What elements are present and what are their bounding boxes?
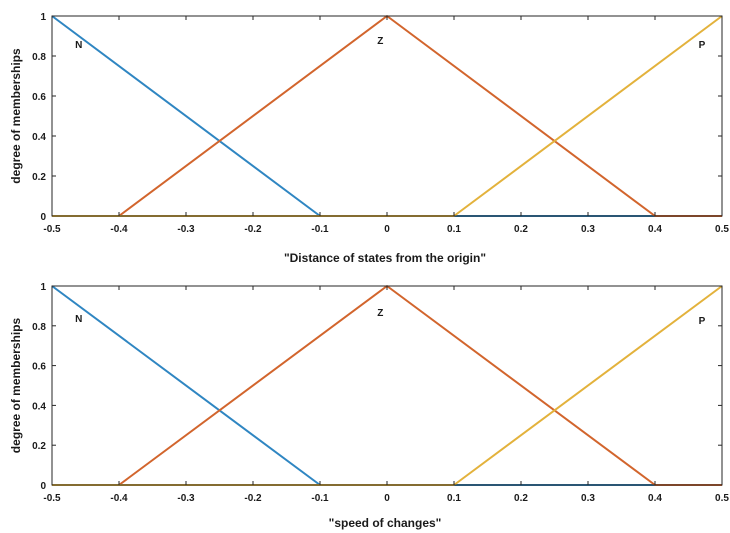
x-tick-label: 0.3 <box>581 224 595 235</box>
plot-frame <box>51 15 723 217</box>
x-tick-label: 0.5 <box>715 493 729 504</box>
mf-label-p: P <box>699 316 706 327</box>
x-tick-label: 0.4 <box>648 224 662 235</box>
y-tick-label: 0.8 <box>32 52 46 63</box>
y-tick-label: 1 <box>40 12 46 23</box>
y-tick-label: 0.6 <box>32 92 46 103</box>
y-tick-label: 0.2 <box>32 172 46 183</box>
mf-label-z: Z <box>377 308 383 319</box>
chart-panel-2: -0.5 -0.4 -0.3 -0.2 -0.1 0 0.1 0.2 0.3 0.4 0.5 0 0.2… <box>9 282 729 530</box>
x-tick-label: -0.4 <box>110 224 128 235</box>
mf-label-z: Z <box>377 36 383 47</box>
mf-label-n: N <box>75 40 82 51</box>
x-tick-label: 0 <box>384 224 390 235</box>
series-line-p <box>52 15 723 217</box>
x-tick-label: -0.5 <box>43 493 61 504</box>
plot-frame <box>51 285 723 486</box>
y-tick-label: 0 <box>40 212 46 223</box>
series-line-p <box>52 285 723 486</box>
x-tick-label: 0.1 <box>447 493 461 504</box>
x-tick-label: -0.3 <box>177 224 195 235</box>
y-tick-label: 0.2 <box>32 441 46 452</box>
y-tick-label: 0.4 <box>32 132 46 143</box>
x-tick-label: -0.2 <box>244 224 262 235</box>
x-tick-label: -0.4 <box>110 493 128 504</box>
x-axis-label: "speed of changes" <box>329 516 442 530</box>
series-line-n <box>51 15 722 217</box>
x-tick-label: 0.1 <box>447 224 461 235</box>
mf-label-p: P <box>699 40 706 51</box>
series-line-n <box>51 285 722 486</box>
y-tick-label: 0.6 <box>32 362 46 373</box>
x-tick-label: 0 <box>384 493 390 504</box>
x-tick-label: -0.1 <box>311 224 329 235</box>
y-tick-label: 0.4 <box>32 401 46 412</box>
x-tick-label: -0.3 <box>177 493 195 504</box>
x-tick-label: -0.2 <box>244 493 262 504</box>
x-tick-label: 0.4 <box>648 493 662 504</box>
x-tick-label: 0.2 <box>514 493 528 504</box>
y-axis-label: degree of memberships <box>9 317 23 453</box>
x-tick-label: -0.1 <box>311 493 329 504</box>
y-axis-label: degree of memberships <box>9 48 23 184</box>
y-tick-label: 1 <box>40 282 46 293</box>
chart-panel-1: -0.5 -0.4 -0.3 -0.2 -0.1 0 0.1 0.2 0.3 0.4 0.5 0 0.2… <box>9 12 729 265</box>
series-line-z <box>52 15 722 217</box>
series-line-z <box>52 285 722 486</box>
mf-label-n: N <box>75 314 82 325</box>
x-axis-label: "Distance of states from the origin" <box>284 251 486 265</box>
y-tick-label: 0 <box>40 481 46 492</box>
x-tick-label: 0.5 <box>715 224 729 235</box>
x-tick-label: 0.2 <box>514 224 528 235</box>
x-tick-label: -0.5 <box>43 224 61 235</box>
x-tick-label: 0.3 <box>581 493 595 504</box>
y-tick-label: 0.8 <box>32 322 46 333</box>
